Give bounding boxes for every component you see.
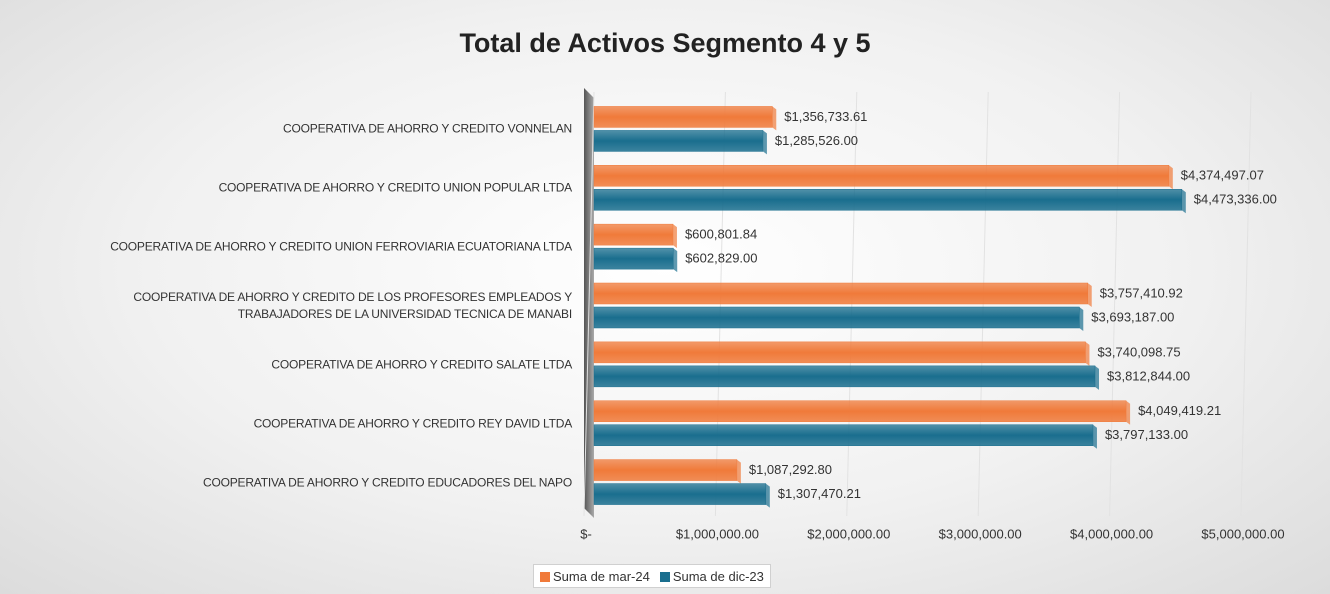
y-tick-label: COOPERATIVA DE AHORRO Y CREDITO VONNELAN xyxy=(283,121,572,136)
bar xyxy=(593,400,1127,422)
y-tick-label: COOPERATIVA DE AHORRO Y CREDITO EDUCADOR… xyxy=(203,475,572,490)
x-tick-label: $2,000,000.00 xyxy=(807,526,890,541)
chart-title: Total de Activos Segmento 4 y 5 xyxy=(459,28,870,58)
legend: Suma de mar-24 Suma de dic-23 xyxy=(533,564,771,588)
bar xyxy=(593,189,1183,211)
bar-side xyxy=(1095,365,1100,390)
y-tick-label: COOPERATIVA DE AHORRO Y CREDITO UNION PO… xyxy=(218,180,573,195)
data-label: $1,307,470.21 xyxy=(778,486,861,501)
bar-side xyxy=(673,248,678,273)
bar xyxy=(593,341,1086,364)
data-label: $602,829.00 xyxy=(685,251,757,266)
bar-side xyxy=(736,459,741,484)
bar-side xyxy=(1085,341,1090,366)
y-tick-label: COOPERATIVA DE AHORRO Y CREDITO DE LOS P… xyxy=(133,290,572,321)
legend-swatch xyxy=(540,572,550,583)
data-label: $3,812,844.00 xyxy=(1107,368,1190,383)
bar xyxy=(593,459,738,481)
data-label: $4,374,497.07 xyxy=(1181,168,1264,183)
bar xyxy=(593,130,764,152)
data-label: $3,757,410.92 xyxy=(1100,285,1183,300)
bar xyxy=(593,365,1096,388)
data-label: $600,801.84 xyxy=(685,227,757,242)
legend-label: Suma de dic-23 xyxy=(672,568,764,584)
x-tick-label: $1,000,000.00 xyxy=(676,526,759,541)
legend-item: Suma de mar-24 xyxy=(540,569,650,584)
bar-side xyxy=(1092,424,1097,449)
x-tick-label: $4,000,000.00 xyxy=(1070,526,1153,541)
bar xyxy=(593,165,1170,187)
data-label: $1,356,733.61 xyxy=(784,109,867,124)
bar xyxy=(593,223,674,246)
bar xyxy=(593,306,1080,329)
bar-side xyxy=(672,224,677,249)
legend-item: Suma de dic-23 xyxy=(659,568,764,584)
data-label: $1,285,526.00 xyxy=(775,133,858,148)
data-label: $3,693,187.00 xyxy=(1091,309,1174,324)
bar xyxy=(593,106,773,128)
legend-swatch xyxy=(659,572,670,583)
data-label: $1,087,292.80 xyxy=(749,462,832,477)
bar-side xyxy=(1181,189,1186,214)
x-tick-label: $5,000,000.00 xyxy=(1201,526,1284,541)
data-label: $4,049,419.21 xyxy=(1138,403,1221,418)
x-tick-label: $- xyxy=(580,526,592,541)
bar xyxy=(593,282,1088,305)
bar-side xyxy=(1087,283,1092,307)
y-tick-label: COOPERATIVA DE AHORRO Y CREDITO SALATE L… xyxy=(271,357,572,372)
x-tick-label: $3,000,000.00 xyxy=(939,526,1022,541)
bar xyxy=(593,483,767,505)
y-tick-label: COOPERATIVA DE AHORRO Y CREDITO REY DAVI… xyxy=(253,416,573,431)
bar-side xyxy=(762,130,767,155)
bar-side xyxy=(1126,400,1131,425)
bar xyxy=(593,247,674,270)
bar xyxy=(593,424,1094,446)
bar-side xyxy=(1168,165,1173,190)
data-label: $3,740,098.75 xyxy=(1097,344,1180,359)
y-tick-label: COOPERATIVA DE AHORRO Y CREDITO UNION FE… xyxy=(110,239,572,254)
bar-side xyxy=(772,106,777,131)
legend-label: Suma de mar-24 xyxy=(553,568,650,584)
bar-side xyxy=(1079,307,1084,331)
data-label: $4,473,336.00 xyxy=(1194,192,1277,207)
grid-line xyxy=(583,91,595,517)
data-label: $3,797,133.00 xyxy=(1105,427,1188,442)
grid-line xyxy=(1109,91,1121,517)
grid-line xyxy=(1240,91,1252,517)
bar-side xyxy=(765,483,770,508)
